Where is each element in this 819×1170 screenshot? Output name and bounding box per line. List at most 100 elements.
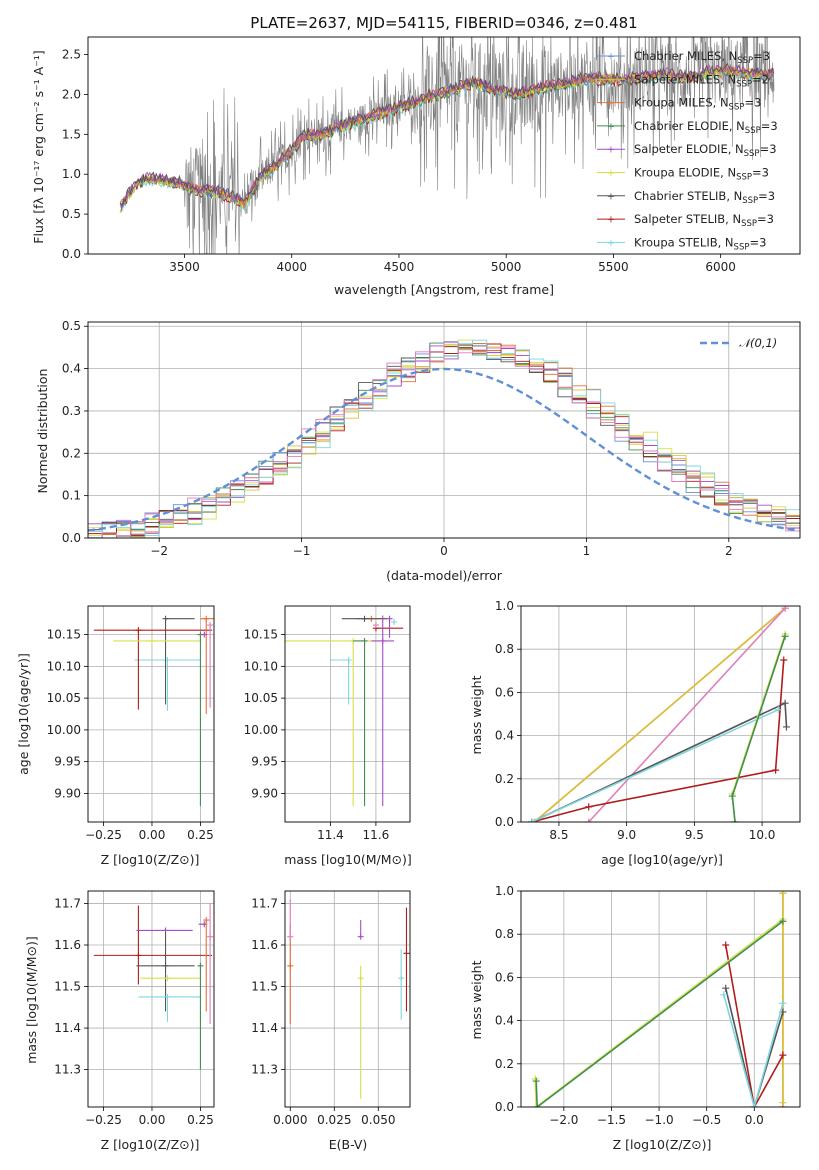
y-tick-label: 11.3 [251,1063,278,1077]
data-point [287,962,294,969]
data-point [781,632,789,640]
y-tick-label: 10.15 [47,628,81,642]
x-tick-label: 3500 [169,260,200,274]
data-point [391,618,398,625]
ageMass-xlabel: mass [log10(M/M⊙)] [284,852,412,867]
x-tick-label: 4500 [384,260,415,274]
y-tick-label: 9.95 [251,755,278,769]
series-line-kroupa-stelib [531,708,779,822]
series-line-chabrier-stelib [724,988,784,1107]
y-tick-label: 1.0 [495,599,514,613]
histogram-pink [88,342,800,538]
data-point [779,917,787,925]
series-line-kroupa-elodie [534,918,784,1107]
x-tick-label: 0.00 [139,1113,166,1127]
y-tick-label: 10.10 [244,659,278,673]
x-tick-label: 0.025 [317,1113,351,1127]
data-point [135,627,142,634]
data-point [287,933,294,940]
y-tick-label: 9.95 [54,755,81,769]
x-tick-label: 5000 [491,260,522,274]
y-tick-label: 10.15 [244,628,278,642]
mass_vs_Z-axes: −0.25 0.00 0.25 11.3 11.4 11.5 11.6 11.7 [54,891,214,1127]
legend-label: Chabrier ELODIE, NSSP=3 [634,119,778,136]
y-tick-label: 0.0 [495,1100,514,1114]
mass_vs_Z-plot [93,903,214,1070]
data-point [779,1051,787,1059]
y-tick-label: 0.6 [495,685,514,699]
y-tick-label: 10.05 [47,691,81,705]
massZ-ylabel: mass [log10(M/M⊙)] [24,936,39,1064]
x-tick-label: −0.5 [692,1113,721,1127]
series-line-salpeter-stelib [531,659,785,822]
data-point [201,631,208,638]
y-tick-label: 0.5 [62,319,81,333]
data-point [722,941,730,949]
y-tick-label: 1.5 [62,127,81,141]
y-tick-label: 0.3 [62,404,81,418]
y-tick-label: 0.2 [495,772,514,786]
y-tick-label: 11.6 [54,938,81,952]
x-tick-label: 6000 [705,260,736,274]
data-point [532,1077,540,1085]
y-tick-label: 2.0 [62,87,81,101]
y-tick-label: 10.10 [47,659,81,673]
residuals-frame [87,321,801,539]
legend-marker: + [607,191,615,202]
mass_vs_ebv-plot [287,899,410,1099]
data-point [782,723,790,731]
x-tick-label: 1 [583,544,591,558]
data-point [164,993,171,1000]
data-point [780,656,788,664]
data-point [379,637,386,644]
y-tick-label: 11.7 [251,896,278,910]
data-point [774,706,782,714]
data-point [722,984,730,992]
y-tick-label: 11.4 [251,1021,278,1035]
legend-marker: + [607,145,615,156]
data-point [781,699,789,707]
data-point [135,952,142,959]
data-point [203,615,210,622]
x-tick-label: −0.25 [85,1113,122,1127]
spectrum-plot [119,37,775,254]
data-point [162,615,169,622]
age_vs_mass-axes: 11.4 11.6 9.90 9.95 10.00 10.05 10.10 10.15 [244,606,410,842]
data-point [148,637,155,644]
weight_vs_Z-frame [520,890,801,1108]
y-tick-label: 0.2 [495,1057,514,1071]
data-point [779,1099,787,1107]
data-point [164,975,171,982]
y-tick-label: 10.05 [244,691,278,705]
data-point [207,622,214,629]
spectrum-frame [87,36,801,255]
legend-marker: + [607,75,615,86]
x-tick-label: 0.00 [139,828,166,842]
y-tick-label: 0.0 [62,531,81,545]
y-tick-label: 9.90 [251,786,278,800]
x-tick-label: −0.25 [85,828,122,842]
data-point [398,975,405,982]
age_vs_Z-frame [87,605,215,823]
weight_vs_Z-axes: −2.0 −1.5 −1.0 −0.5 0.0 0.0 0.2 0.4 0.6 0.8 1.0 [495,884,800,1127]
data-point [372,622,379,629]
data-point [162,962,169,969]
age_vs_Z-plot [93,615,214,807]
legend-label: Salpeter ELODIE, NSSP=3 [634,142,777,159]
spectrum-title: PLATE=2637, MJD=54115, FIBERID=0346, z=0… [250,14,637,32]
x-tick-label: 0.000 [273,1113,307,1127]
data-point [585,818,593,822]
y-tick-label: 0.1 [62,489,81,503]
data-point [779,999,787,1007]
data-point [531,818,539,822]
y-tick-label: 11.4 [54,1021,81,1035]
y-tick-label: 10.00 [47,723,81,737]
data-point [386,615,393,622]
data-point [779,891,787,897]
data-point [203,917,210,924]
legend-label: Kroupa ELODIE, NSSP=3 [634,166,769,183]
residuals-ylabel: Normed distribution [35,369,50,494]
y-tick-label: 0.8 [495,642,514,656]
y-tick-label: 11.5 [54,980,81,994]
series-line-kroupa-stelib [723,994,784,1107]
